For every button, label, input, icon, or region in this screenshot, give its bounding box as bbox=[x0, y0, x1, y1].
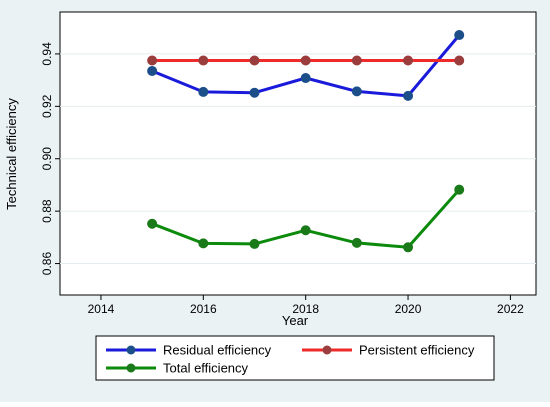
y-tick-label: 0.92 bbox=[40, 94, 54, 118]
x-tick-label: 2018 bbox=[292, 302, 319, 316]
legend-item: Residual efficiency bbox=[106, 343, 272, 358]
data-point bbox=[147, 218, 158, 229]
data-point bbox=[300, 55, 311, 66]
x-tick-label: 2022 bbox=[497, 302, 524, 316]
data-point bbox=[403, 90, 414, 101]
data-point bbox=[198, 86, 209, 97]
data-point bbox=[147, 65, 158, 76]
data-point bbox=[300, 73, 311, 84]
legend-marker bbox=[126, 345, 136, 355]
x-tick-label: 2020 bbox=[395, 302, 422, 316]
x-axis: 2014 2016 2018 2020 2022 bbox=[88, 295, 524, 316]
y-axis: 0.86 0.88 0.90 0.92 0.94 bbox=[40, 42, 60, 275]
data-point bbox=[300, 225, 311, 236]
x-tick-label: 2016 bbox=[190, 302, 217, 316]
series-3 bbox=[147, 184, 465, 253]
y-tick-label: 0.88 bbox=[40, 199, 54, 223]
data-point bbox=[249, 87, 260, 98]
legend-box bbox=[95, 335, 495, 381]
legend-marker bbox=[126, 363, 136, 373]
data-point bbox=[403, 242, 414, 253]
data-point bbox=[147, 55, 158, 66]
legend-item: Total efficiency bbox=[106, 361, 249, 376]
data-point bbox=[403, 55, 414, 66]
legend: Residual efficiency Persistent efficiency… bbox=[95, 335, 495, 381]
data-point bbox=[249, 238, 260, 249]
y-tick-label: 0.94 bbox=[40, 42, 54, 66]
legend-label: Residual efficiency bbox=[163, 343, 272, 358]
legend-label: Persistent efficiency bbox=[359, 343, 475, 358]
legend-item: Persistent efficiency bbox=[302, 343, 475, 358]
legend-label: Total efficiency bbox=[163, 361, 249, 376]
series-1 bbox=[147, 30, 465, 101]
y-tick-label: 0.90 bbox=[40, 147, 54, 171]
data-point bbox=[454, 184, 465, 195]
plot-area bbox=[59, 11, 537, 296]
series-group bbox=[147, 30, 465, 253]
data-point bbox=[198, 238, 209, 249]
gridlines bbox=[60, 53, 536, 265]
series-2 bbox=[147, 55, 465, 66]
legend-marker bbox=[322, 345, 332, 355]
data-point bbox=[351, 237, 362, 248]
data-point bbox=[454, 30, 465, 41]
y-axis-label: Technical efficiency bbox=[4, 98, 19, 210]
data-point bbox=[198, 55, 209, 66]
data-point bbox=[249, 55, 260, 66]
data-point bbox=[454, 55, 465, 66]
x-tick-label: 2014 bbox=[88, 302, 115, 316]
y-tick-label: 0.86 bbox=[40, 252, 54, 276]
x-axis-label: Year bbox=[282, 313, 309, 328]
data-point bbox=[351, 86, 362, 97]
data-point bbox=[351, 55, 362, 66]
